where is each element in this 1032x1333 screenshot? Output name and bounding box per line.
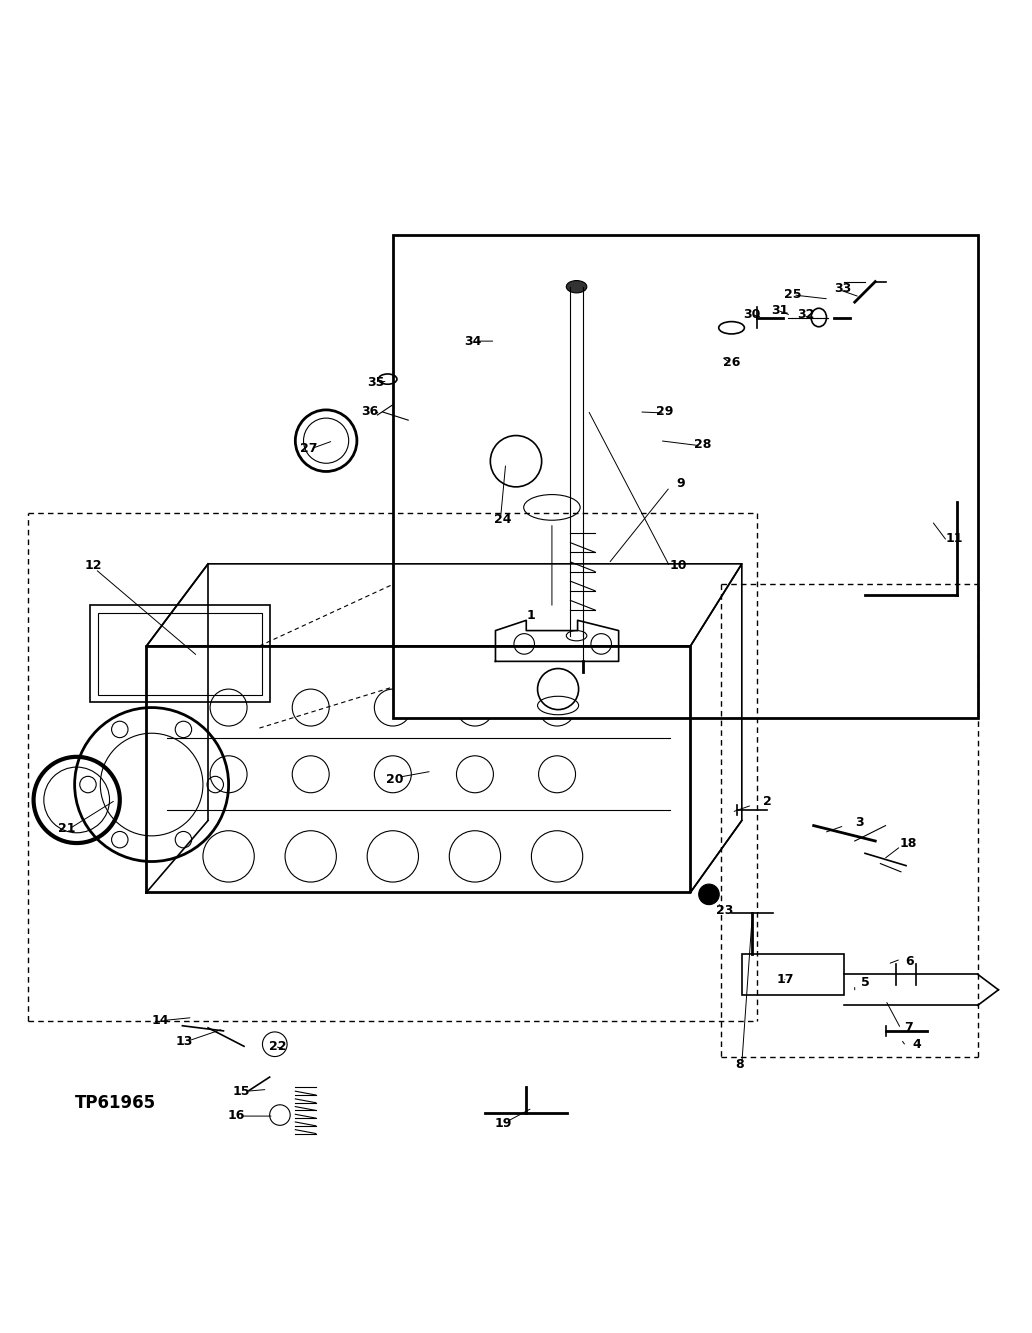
Text: 12: 12 — [85, 560, 102, 572]
Text: 10: 10 — [670, 560, 687, 572]
Text: 2: 2 — [763, 796, 772, 809]
Circle shape — [699, 884, 719, 905]
Text: 5: 5 — [861, 976, 869, 989]
Text: 22: 22 — [269, 1040, 287, 1053]
Text: 13: 13 — [175, 1034, 193, 1048]
Text: 24: 24 — [494, 513, 512, 527]
Text: 18: 18 — [900, 837, 916, 849]
Text: 7: 7 — [904, 1021, 912, 1034]
Bar — [98, 613, 262, 696]
Text: 9: 9 — [676, 477, 684, 491]
Text: 30: 30 — [743, 308, 761, 321]
Text: 33: 33 — [834, 283, 851, 296]
Text: 32: 32 — [797, 308, 814, 321]
Text: 36: 36 — [361, 405, 379, 419]
Text: 20: 20 — [386, 773, 404, 786]
Text: 6: 6 — [905, 954, 913, 968]
Bar — [90, 605, 269, 702]
Text: 23: 23 — [715, 904, 733, 917]
Text: 29: 29 — [656, 405, 674, 419]
Text: 34: 34 — [464, 335, 482, 348]
Text: 31: 31 — [771, 304, 788, 317]
Text: 27: 27 — [300, 443, 318, 456]
Text: 15: 15 — [232, 1085, 250, 1098]
Text: TP61965: TP61965 — [74, 1094, 156, 1112]
Text: 3: 3 — [856, 816, 864, 829]
Text: 1: 1 — [527, 609, 536, 621]
Bar — [742, 954, 844, 994]
Text: 11: 11 — [945, 532, 963, 545]
Text: 16: 16 — [227, 1109, 245, 1121]
Text: 26: 26 — [722, 356, 740, 369]
Bar — [393, 236, 978, 718]
Text: 8: 8 — [736, 1058, 744, 1072]
Text: 21: 21 — [58, 822, 75, 836]
Text: 4: 4 — [912, 1037, 921, 1050]
Ellipse shape — [567, 280, 587, 293]
Text: 17: 17 — [776, 973, 794, 986]
Text: 35: 35 — [366, 376, 384, 389]
Text: 14: 14 — [151, 1014, 168, 1028]
Text: 19: 19 — [495, 1117, 512, 1130]
Text: 28: 28 — [695, 439, 711, 452]
Text: 25: 25 — [784, 288, 802, 301]
